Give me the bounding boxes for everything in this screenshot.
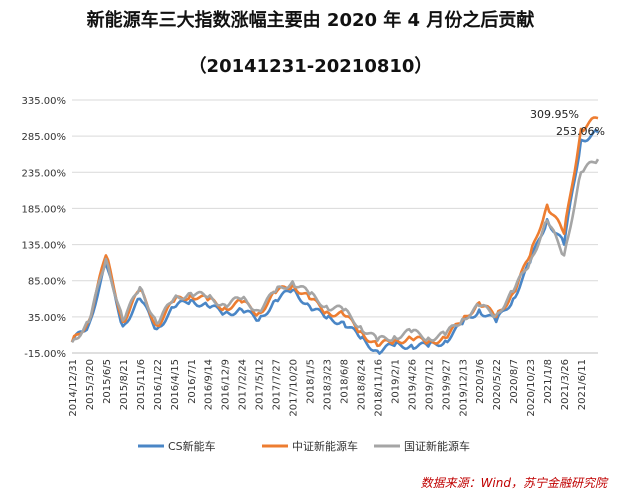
x-tick-label: 2019/12/13 — [458, 359, 469, 417]
chart-subtitle: （20141231-20210810） — [188, 56, 433, 77]
x-tick-label: 2015/6/5 — [102, 359, 113, 404]
x-tick-label: 2020/10/23 — [526, 359, 537, 417]
x-tick-label: 2015/11/6 — [136, 359, 147, 410]
x-tick-label: 2017/2/24 — [238, 359, 249, 410]
x-tick-label: 2017/10/20 — [289, 359, 300, 417]
legend-label: CS新能车 — [168, 439, 216, 453]
x-tick-label: 2018/6/8 — [339, 359, 350, 404]
y-tick-label: 185.00% — [22, 204, 67, 215]
x-tick-label: 2019/7/12 — [424, 359, 435, 410]
x-tick-label: 2019/2/1 — [390, 359, 401, 404]
x-tick-label: 2018/1/5 — [306, 359, 317, 404]
data-label: 309.95% — [530, 108, 579, 121]
legend: CS新能车 中证新能源车 国证新能源车 — [138, 439, 470, 453]
x-tick-label: 2020/5/22 — [492, 359, 503, 410]
x-tick-label: 2018/11/16 — [373, 359, 384, 417]
x-tick-label: 2018/8/24 — [356, 359, 367, 410]
x-tick-label: 2017/7/27 — [272, 359, 283, 410]
x-tick-label: 2015/3/20 — [85, 359, 96, 410]
y-tick-label: 285.00% — [22, 132, 67, 143]
legend-label: 国证新能源车 — [404, 439, 470, 453]
x-tick-label: 2016/1/22 — [153, 359, 164, 410]
x-tick-label: 2019/4/26 — [407, 359, 418, 410]
y-tick-label: 335.00% — [22, 96, 67, 107]
x-tick-label: 2021/1/8 — [543, 359, 554, 404]
y-tick-label: 35.00% — [28, 313, 66, 324]
y-tick-label: 135.00% — [22, 241, 67, 252]
x-axis: 2014/12/31 2015/3/20 2015/6/5 2015/8/21 2015… — [68, 359, 588, 417]
x-tick-label: 2018/3/23 — [323, 359, 334, 410]
legend-label: 中证新能源车 — [292, 439, 358, 453]
chart-title: 新能源车三大指数涨幅主要由 2020 年 4 月份之后贡献 — [86, 10, 535, 31]
x-tick-label: 2014/12/31 — [68, 359, 79, 417]
x-tick-label: 2021/3/26 — [560, 359, 571, 410]
y-tick-label: 235.00% — [22, 168, 67, 179]
x-tick-label: 2017/5/12 — [255, 359, 266, 410]
x-tick-label: 2016/12/9 — [221, 359, 232, 410]
y-tick-label: 85.00% — [28, 277, 66, 288]
data-label: 253.06% — [556, 125, 605, 138]
x-tick-label: 2015/8/21 — [119, 359, 130, 410]
x-tick-label: 2021/6/11 — [577, 359, 588, 410]
x-tick-label: 2020/8/7 — [509, 359, 520, 404]
series-lines — [70, 116, 600, 355]
grid-lines — [72, 99, 598, 354]
annotations: 309.95% 253.06% — [530, 108, 605, 138]
y-tick-label: -15.00% — [24, 349, 66, 360]
y-axis: -15.00% 35.00% 85.00% 135.00% 185.00% 235.00%… — [22, 96, 67, 360]
series-line-1 — [70, 128, 599, 355]
series-line-3 — [70, 158, 600, 343]
x-tick-label: 2019/9/27 — [441, 359, 452, 410]
x-tick-label: 2016/7/1 — [187, 359, 198, 404]
data-source: 数据来源：Wind，苏宁金融研究院 — [420, 476, 607, 490]
series-line-2 — [70, 116, 599, 348]
x-tick-label: 2016/4/15 — [170, 359, 181, 410]
x-tick-label: 2016/9/14 — [204, 359, 215, 410]
x-tick-label: 2020/3/6 — [475, 359, 486, 404]
